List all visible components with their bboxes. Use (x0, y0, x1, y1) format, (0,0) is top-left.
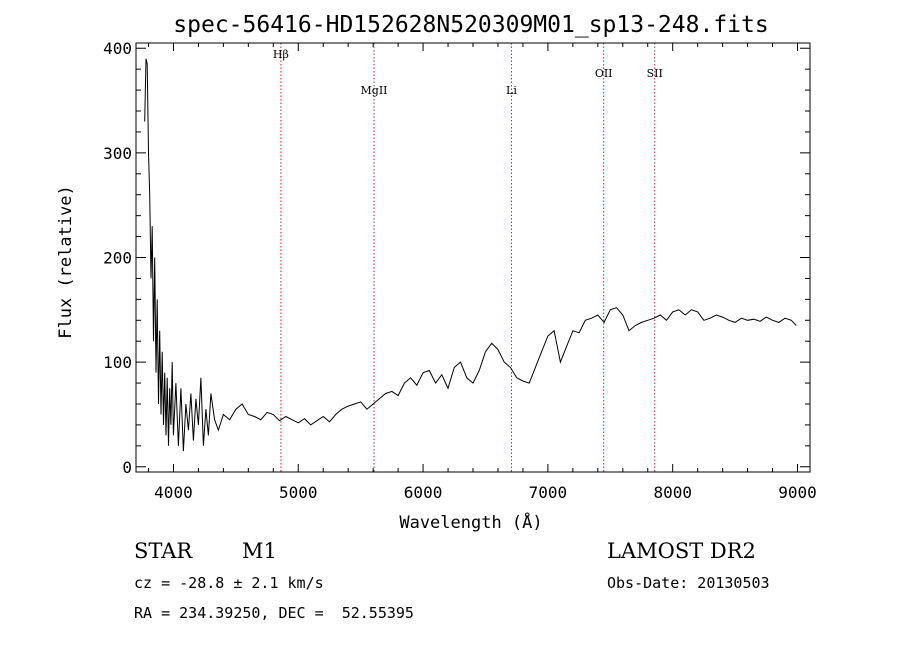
x-tick-label: 8000 (653, 483, 692, 502)
y-axis-label: Flux (relative) (56, 185, 76, 339)
axis-ticks: 4000 5000 6000 7000 8000 9000 0 100 200 300 400 (103, 39, 817, 502)
x-axis-label: Wavelength (Å) (399, 511, 542, 533)
y-tick-label: 0 (122, 458, 132, 477)
redshift-readout: cz = -28.8 ± 2.1 km/s (134, 574, 324, 592)
x-tick-label: 5000 (279, 483, 318, 502)
y-tick-label: 300 (103, 144, 132, 163)
y-tick-label: 400 (103, 39, 132, 58)
chart-title: spec-56416-HD152628N520309M01_sp13-248.f… (173, 12, 768, 38)
spectral-line-label: OII (595, 67, 613, 80)
spectral-line-label: Hβ (273, 48, 289, 61)
object-subclass: M1 (242, 539, 277, 563)
spectral-line-label: MgII (361, 84, 388, 97)
spectral-line-label: Li (506, 84, 517, 97)
spectral-lines: Hβ MgII Li OII SII (273, 43, 663, 472)
x-tick-label: 4000 (154, 483, 193, 502)
object-class: STAR (134, 539, 193, 563)
coordinates-readout: RA = 234.39250, DEC = 52.55395 (134, 604, 414, 622)
observation-date: Obs-Date: 20130503 (607, 574, 770, 592)
x-tick-label: 9000 (778, 483, 817, 502)
spectrum-series-line (144, 58, 797, 452)
y-tick-label: 100 (103, 353, 132, 372)
survey-name: LAMOST DR2 (607, 539, 756, 563)
spectral-line-label: SII (647, 67, 663, 80)
x-tick-label: 7000 (529, 483, 568, 502)
spectrum-chart: spec-56416-HD152628N520309M01_sp13-248.f… (56, 12, 817, 533)
x-tick-label: 6000 (404, 483, 443, 502)
y-tick-label: 200 (103, 249, 132, 268)
